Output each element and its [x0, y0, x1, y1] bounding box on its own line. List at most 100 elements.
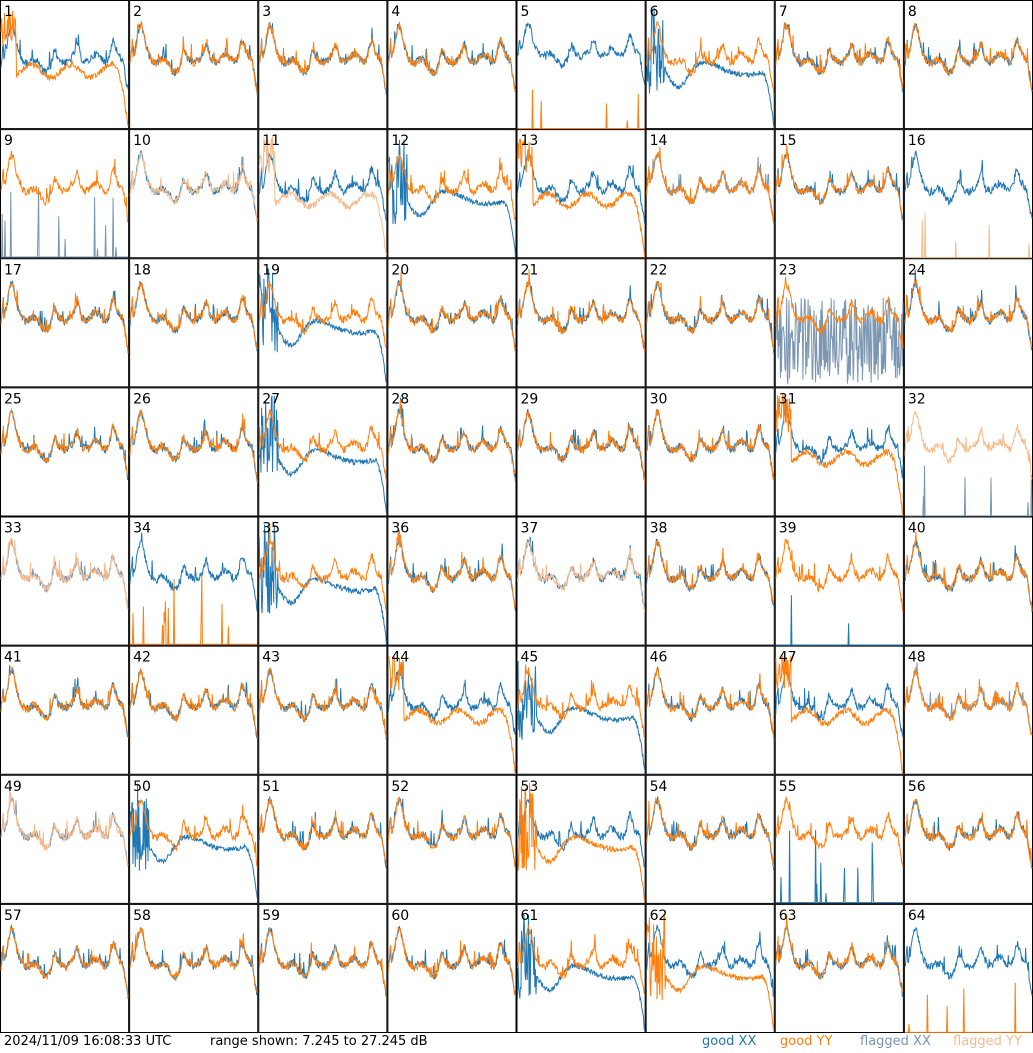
panel-label: 9 — [4, 133, 13, 149]
panel-label: 4 — [391, 4, 400, 20]
panel-label: 3 — [262, 4, 271, 20]
panel-26: 26 — [129, 387, 259, 517]
trace-xx — [775, 399, 904, 479]
trace-yy — [646, 539, 775, 604]
panel-label: 61 — [521, 908, 539, 924]
trace-yy — [904, 278, 1033, 349]
trace-yy — [775, 277, 904, 349]
panel-50: 50 — [129, 774, 259, 904]
panel-64: 64 — [903, 903, 1033, 1033]
panel-label: 31 — [779, 391, 797, 407]
panel-label: 42 — [133, 650, 151, 666]
panel-12: 12 — [387, 129, 517, 259]
trace-yy — [258, 927, 387, 998]
panel-label: 27 — [262, 391, 280, 407]
panel-35: 35 — [258, 516, 388, 646]
panel-frame — [129, 516, 259, 646]
panel-60: 60 — [387, 903, 517, 1033]
trace-xx — [646, 408, 775, 480]
trace-yy — [517, 664, 646, 738]
panel-label: 59 — [262, 908, 280, 924]
trace-yy — [0, 10, 129, 127]
panel-label: 54 — [650, 779, 668, 795]
trace-yy — [775, 914, 904, 993]
panel-label: 21 — [521, 262, 539, 278]
trace-yy — [646, 280, 775, 350]
panel-label: 53 — [521, 779, 539, 795]
panel-label: 57 — [4, 908, 22, 924]
trace-yy — [775, 394, 904, 517]
panel-25: 25 — [0, 387, 130, 517]
panel-1: 1 — [0, 0, 130, 130]
trace-yy — [129, 669, 258, 739]
panel-16: 16 — [903, 129, 1033, 259]
panel-label: 14 — [650, 133, 668, 149]
panel-label: 19 — [262, 262, 280, 278]
panel-label: 35 — [262, 521, 280, 537]
panel-label: 60 — [391, 908, 409, 924]
trace-yy — [387, 656, 516, 775]
trace-yy — [517, 411, 646, 483]
panel-label: 23 — [779, 262, 797, 278]
trace-yy — [387, 271, 516, 351]
trace-yy — [646, 796, 775, 868]
panel-label: 26 — [133, 391, 151, 407]
panel-32: 32 — [903, 387, 1033, 517]
trace-yy — [387, 21, 516, 92]
trace-xx — [646, 924, 775, 997]
panel-label: 56 — [908, 779, 926, 795]
panel-label: 37 — [521, 521, 539, 537]
panel-17: 17 — [0, 258, 130, 388]
panel-28: 28 — [387, 387, 517, 517]
panel-label: 58 — [133, 908, 151, 924]
trace-yy — [775, 653, 904, 774]
panel-label: 24 — [908, 262, 926, 278]
trace-yy — [0, 665, 129, 739]
trace-xx — [517, 796, 646, 868]
panel-frame — [516, 774, 646, 904]
panel-label: 17 — [4, 262, 22, 278]
panel-23: 23 — [774, 258, 904, 388]
panel-label: 62 — [650, 908, 668, 924]
trace-yy — [646, 409, 775, 481]
panel-frame — [516, 516, 646, 646]
panel-13: 13 — [516, 129, 646, 259]
trace-yy — [517, 540, 646, 613]
trace-yy — [775, 538, 904, 613]
trace-yy — [258, 522, 387, 611]
trace-xx — [904, 927, 1033, 996]
panel-8: 8 — [903, 0, 1033, 130]
trace-yy — [517, 782, 646, 902]
trace-yy — [646, 21, 775, 96]
panel-frame — [774, 387, 904, 517]
panel-43: 43 — [258, 645, 388, 775]
trace-yy — [775, 796, 904, 867]
panel-frame — [774, 0, 904, 130]
panel-51: 51 — [258, 774, 388, 904]
trace-xx — [904, 149, 1033, 219]
panel-63: 63 — [774, 903, 904, 1033]
trace-xx — [129, 532, 258, 613]
panel-label: 25 — [4, 391, 22, 407]
trace-yy — [129, 20, 258, 95]
panel-label: 38 — [650, 521, 668, 537]
trace-xx — [1, 187, 129, 258]
panel-frame — [903, 903, 1033, 1033]
panel-49: 49 — [0, 774, 130, 904]
range-text: range shown: 7.245 to 27.245 dB — [210, 1034, 428, 1049]
panel-label: 46 — [650, 650, 668, 666]
panel-label: 64 — [908, 908, 926, 924]
panel-47: 47 — [774, 645, 904, 775]
panel-label: 8 — [908, 4, 917, 20]
trace-yy — [0, 537, 129, 610]
panel-label: 1 — [4, 4, 13, 20]
panel-7: 7 — [774, 0, 904, 130]
panel-2: 2 — [129, 0, 259, 130]
panel-label: 6 — [650, 4, 659, 20]
panel-label: 5 — [521, 4, 530, 20]
trace-yy — [129, 152, 258, 222]
panel-label: 29 — [521, 391, 539, 407]
panel-19: 19 — [258, 258, 388, 388]
panel-label: 18 — [133, 262, 151, 278]
